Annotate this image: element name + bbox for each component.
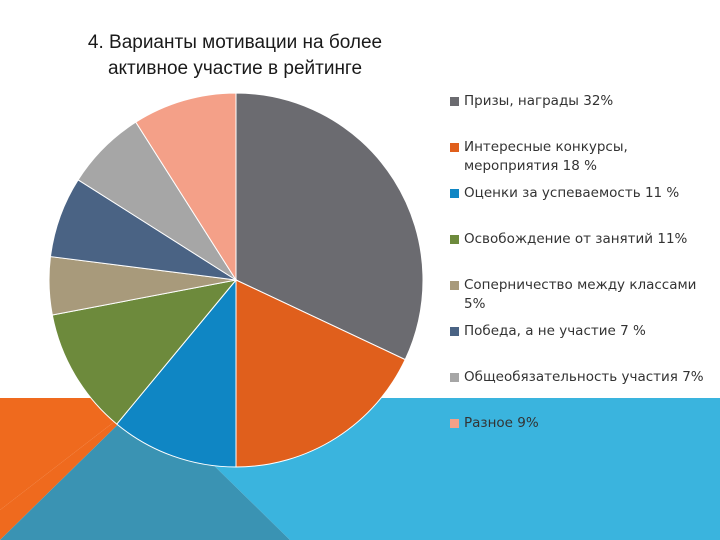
legend-swatch: [450, 419, 459, 428]
legend-label: Оценки за успеваемость 11 %: [464, 185, 680, 201]
chart-title: 4. Варианты мотивации на более активное …: [87, 32, 383, 79]
legend-label: Победа, а не участие 7 %: [464, 323, 646, 339]
legend-swatch: [450, 189, 459, 198]
legend-item: Призы, награды 32%: [450, 92, 710, 111]
legend-swatch: [450, 143, 459, 152]
legend-item: Интересные конкурсы, мероприятия 18 %: [450, 138, 710, 176]
legend-swatch: [450, 281, 459, 290]
legend-item: Оценки за успеваемость 11 %: [450, 184, 710, 203]
legend-item: Соперничество между классами 5%: [450, 276, 710, 314]
legend-item: Общеобязательность участия 7%: [450, 368, 710, 387]
legend-item: Победа, а не участие 7 %: [450, 322, 710, 341]
legend-swatch: [450, 235, 459, 244]
legend-label: Общеобязательность участия 7%: [464, 369, 704, 385]
legend-label: Соперничество между классами 5%: [464, 277, 697, 312]
background-teal-shape: [0, 398, 290, 540]
legend-label: Призы, награды 32%: [464, 93, 614, 109]
legend-label: Интересные конкурсы, мероприятия 18 %: [464, 139, 628, 174]
legend-item: Разное 9%: [450, 414, 710, 433]
pie-slice-1: [235, 92, 424, 361]
legend-label: Разное 9%: [464, 415, 539, 431]
legend-swatch: [450, 97, 459, 106]
legend-label: Освобождение от занятий 11%: [464, 231, 688, 247]
pie-slice-4: [51, 279, 238, 425]
legend-swatch: [450, 373, 459, 382]
pie-slice-2: [235, 279, 406, 468]
legend-swatch: [450, 327, 459, 336]
legend-item: Освобождение от занятий 11%: [450, 230, 710, 249]
pie-slice-8: [135, 92, 237, 282]
pie-slice-3: [116, 278, 237, 468]
